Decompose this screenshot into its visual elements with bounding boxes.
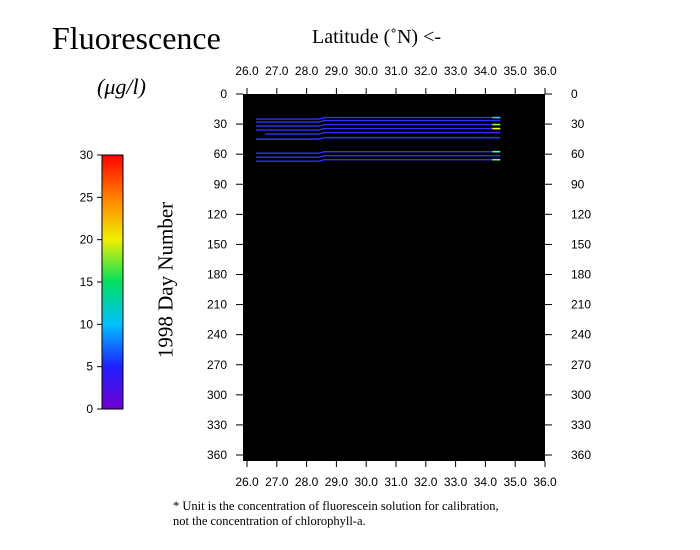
y-tick-label-right: 90 bbox=[571, 177, 585, 191]
y-tick-label-left: 360 bbox=[207, 448, 227, 462]
y-tick-label-left: 330 bbox=[207, 418, 227, 432]
track-line bbox=[255, 119, 501, 123]
colorbar-gradient bbox=[101, 154, 124, 410]
x-tick-label-top: 36.0 bbox=[533, 64, 557, 78]
plot-area bbox=[243, 94, 545, 461]
x-tick-label-bottom: 27.0 bbox=[265, 475, 289, 489]
y-tick-label-right: 0 bbox=[571, 87, 578, 101]
colorbar-tick-label: 10 bbox=[80, 317, 94, 331]
x-tick-label-top: 30.0 bbox=[355, 64, 379, 78]
y-tick-label-left: 120 bbox=[207, 207, 227, 221]
x-tick-label-top: 33.0 bbox=[444, 64, 468, 78]
y-tick-label-left: 30 bbox=[214, 117, 228, 131]
colorbar-tick-label: 15 bbox=[80, 275, 94, 289]
x-tick-label-bottom: 35.0 bbox=[504, 475, 528, 489]
colorbar-unit-label: (μg/l) bbox=[97, 74, 146, 99]
y-tick-label-right: 360 bbox=[571, 448, 591, 462]
colorbar-tick-label: 0 bbox=[86, 402, 93, 416]
track-line bbox=[255, 136, 501, 140]
y-tick-label-right: 180 bbox=[571, 268, 591, 282]
x-tick-label-top: 27.0 bbox=[265, 64, 289, 78]
colorbar: 0 5 10 15 20 25 30 bbox=[80, 148, 124, 416]
y-tick-label-left: 90 bbox=[214, 177, 228, 191]
x-tick-label-bottom: 29.0 bbox=[325, 475, 349, 489]
track-line bbox=[255, 150, 501, 154]
y-tick-label-right: 30 bbox=[571, 117, 585, 131]
chart-title: Fluorescence bbox=[52, 20, 221, 56]
x-tick-label-bottom: 32.0 bbox=[414, 475, 438, 489]
x-tick-label-bottom: 26.0 bbox=[235, 475, 259, 489]
colorbar-tick-label: 30 bbox=[80, 148, 94, 162]
colorbar-tick-label: 20 bbox=[80, 233, 94, 247]
y-tick-label-right: 300 bbox=[571, 388, 591, 402]
track-line bbox=[255, 123, 501, 127]
y-tick-label-right: 150 bbox=[571, 237, 591, 251]
x-tick-label-bottom: 28.0 bbox=[295, 475, 319, 489]
track-line bbox=[255, 158, 501, 162]
x-tick-label-bottom: 30.0 bbox=[355, 475, 379, 489]
colorbar-tick-label: 5 bbox=[86, 360, 93, 374]
x-tick-label-top: 29.0 bbox=[325, 64, 349, 78]
x-axis-label: Latitude (˚N) <- bbox=[312, 26, 442, 48]
axes: 26.0 26.0 27.0 27.0 28.0 28.0 29.0 29.0 30.0 30.0… bbox=[207, 64, 591, 489]
y-tick-label-left: 60 bbox=[214, 147, 228, 161]
y-tick-label-left: 240 bbox=[207, 328, 227, 342]
track-line bbox=[264, 131, 501, 135]
y-tick-label-left: 270 bbox=[207, 358, 227, 372]
x-tick-label-top: 34.0 bbox=[474, 64, 498, 78]
track-line bbox=[255, 116, 501, 120]
x-tick-label-top: 28.0 bbox=[295, 64, 319, 78]
y-tick-label-right: 210 bbox=[571, 298, 591, 312]
x-tick-label-bottom: 31.0 bbox=[384, 475, 408, 489]
x-tick-label-top: 32.0 bbox=[414, 64, 438, 78]
x-tick-label-bottom: 34.0 bbox=[474, 475, 498, 489]
y-tick-label-left: 0 bbox=[220, 87, 227, 101]
x-tick-label-bottom: 33.0 bbox=[444, 475, 468, 489]
y-tick-label-left: 300 bbox=[207, 388, 227, 402]
y-tick-label-right: 240 bbox=[571, 328, 591, 342]
y-tick-label-left: 150 bbox=[207, 237, 227, 251]
x-tick-label-bottom: 36.0 bbox=[533, 475, 557, 489]
track-line bbox=[255, 127, 501, 131]
x-tick-label-top: 35.0 bbox=[504, 64, 528, 78]
y-tick-label-right: 330 bbox=[571, 418, 591, 432]
x-tick-label-top: 31.0 bbox=[384, 64, 408, 78]
y-tick-label-right: 60 bbox=[571, 147, 585, 161]
x-tick-label-top: 26.0 bbox=[235, 64, 259, 78]
y-tick-label-right: 120 bbox=[571, 207, 591, 221]
y-tick-label-right: 270 bbox=[571, 358, 591, 372]
footnote-line-1: * Unit is the concentration of fluoresce… bbox=[173, 499, 499, 513]
y-tick-label-left: 180 bbox=[207, 268, 227, 282]
colorbar-tick-label: 25 bbox=[80, 190, 94, 204]
footnote-line-2: not the concentration of chlorophyll-a. bbox=[173, 514, 366, 528]
data-tracks bbox=[255, 116, 501, 162]
footnote: * Unit is the concentration of fluoresce… bbox=[173, 499, 499, 529]
y-tick-label-left: 210 bbox=[207, 298, 227, 312]
track-line bbox=[255, 154, 501, 158]
